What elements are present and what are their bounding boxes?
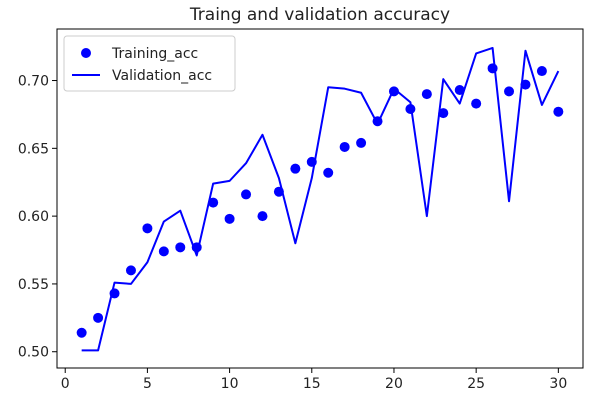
training-acc-point: [553, 106, 564, 117]
training-acc-point: [536, 66, 547, 77]
training-acc-point: [158, 246, 169, 257]
training-acc-point: [76, 327, 87, 338]
chart-title: Traing and validation accuracy: [189, 5, 450, 25]
x-tick-label: 20: [385, 376, 403, 392]
training-acc-point: [257, 211, 268, 222]
training-acc-point: [208, 197, 219, 208]
x-tick-label: 0: [61, 376, 70, 392]
training-acc-point: [109, 288, 120, 299]
training-acc-point: [421, 89, 432, 100]
legend-box: [63, 35, 236, 92]
y-tick-label: 0.50: [18, 345, 49, 361]
legend: Training_acc Validation_acc: [63, 35, 236, 92]
training-acc-point: [290, 163, 301, 174]
y-axis: 0.50 0.55 0.60 0.65 0.70: [18, 74, 57, 361]
plot-frame: [56, 28, 584, 369]
training-acc-point: [175, 242, 186, 253]
training-acc-point: [454, 85, 465, 96]
x-tick-label: 10: [221, 376, 239, 392]
y-tick-label: 0.70: [18, 74, 49, 90]
training-acc-point: [125, 265, 136, 276]
training-acc-point: [520, 79, 531, 90]
training-acc-point: [487, 63, 498, 74]
training-acc-point: [273, 186, 284, 197]
training-acc-point: [388, 86, 399, 97]
training-acc-point: [323, 167, 334, 178]
training-acc-point: [471, 98, 482, 109]
training-acc-point: [339, 141, 350, 152]
plot-area: [76, 46, 564, 352]
x-tick-label: 15: [303, 376, 321, 392]
x-tick-label: 5: [143, 376, 152, 392]
x-axis: 0 5 10 15 20 25 30: [61, 368, 567, 392]
validation-acc-line: [81, 46, 560, 352]
training-acc-point: [241, 189, 252, 200]
legend-label-validation: Validation_acc: [112, 68, 212, 84]
y-tick-label: 0.65: [18, 141, 49, 157]
training-acc-point: [405, 104, 416, 115]
x-tick-label: 30: [549, 376, 567, 392]
training-acc-point: [191, 242, 202, 253]
legend-marker-training: [81, 48, 91, 58]
training-acc-point: [356, 137, 367, 148]
training-acc-point: [438, 108, 449, 119]
training-acc-point: [504, 86, 515, 97]
training-acc-point: [93, 312, 104, 323]
training-acc-point: [224, 213, 235, 224]
y-tick-label: 0.55: [18, 277, 49, 293]
legend-label-training: Training_acc: [111, 46, 198, 62]
y-tick-label: 0.60: [18, 209, 49, 225]
training-acc-point: [142, 223, 153, 234]
training-acc-point: [306, 156, 317, 167]
x-tick-label: 25: [467, 376, 485, 392]
training-acc-point: [372, 116, 383, 127]
